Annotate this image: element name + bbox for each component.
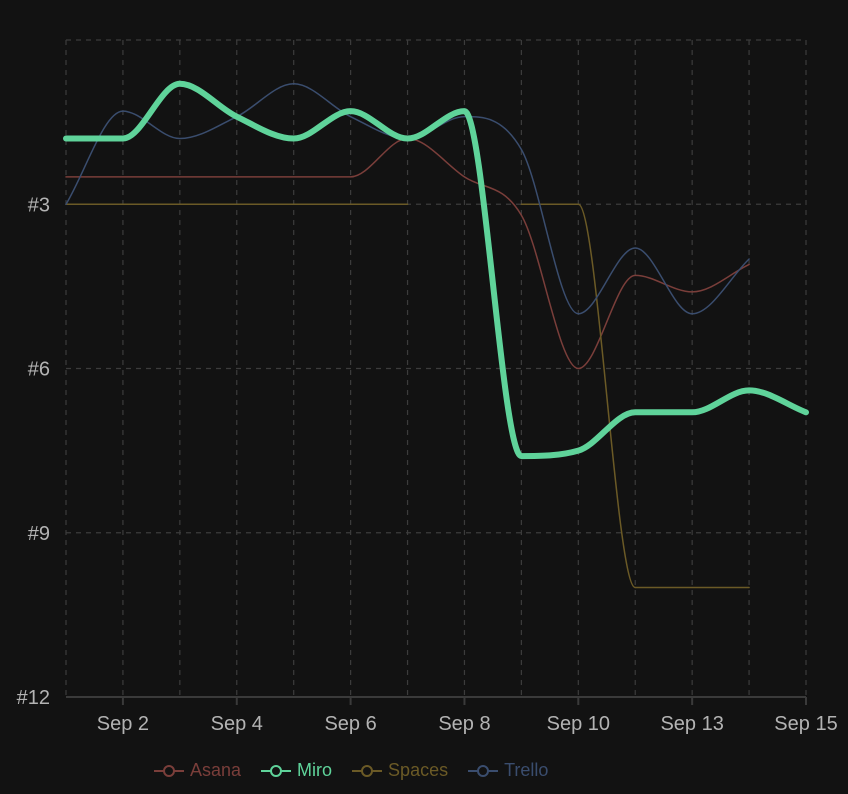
y-axis: #3 #6 #9 #12: [17, 194, 50, 709]
x-tick-label: Sep 4: [211, 713, 263, 735]
legend-swatch-icon: [154, 764, 184, 777]
legend-label: Spaces: [388, 760, 449, 780]
series-line-spaces: [520, 203, 750, 589]
series-line-asana: [65, 137, 750, 370]
y-tick-label: #3: [28, 194, 50, 216]
legend-swatch-icon: [261, 764, 292, 777]
x-tick-label: Sep 8: [438, 713, 490, 735]
series-line-miro: [63, 80, 809, 460]
legend: Asana Miro Spaces Trello: [154, 760, 548, 781]
legend-label: Miro: [297, 760, 333, 780]
y-tick-label: #6: [28, 359, 50, 381]
series-line-trello: [65, 83, 750, 315]
x-axis: Sep 2 Sep 4 Sep 6 Sep 8 Sep 10 Sep 13 Sep 15: [97, 697, 838, 735]
legend-item-asana[interactable]: Asana: [154, 760, 241, 781]
legend-label: Trello: [504, 760, 549, 780]
series-lines: [63, 80, 809, 589]
legend-swatch-icon: [468, 764, 499, 777]
x-tick-label: Sep 13: [660, 713, 723, 735]
legend-item-miro[interactable]: Miro: [261, 760, 332, 781]
x-tick-label: Sep 10: [547, 713, 610, 735]
y-tick-label: #9: [28, 523, 50, 545]
x-tick-label: Sep 6: [324, 713, 376, 735]
y-tick-label: #12: [17, 687, 50, 709]
x-tick-label: Sep 2: [97, 713, 149, 735]
legend-item-trello[interactable]: Trello: [468, 760, 548, 781]
legend-item-spaces[interactable]: Spaces: [352, 760, 448, 781]
legend-swatch-icon: [352, 764, 383, 777]
legend-label: Asana: [190, 760, 242, 780]
x-tick-label: Sep 15: [774, 713, 837, 735]
